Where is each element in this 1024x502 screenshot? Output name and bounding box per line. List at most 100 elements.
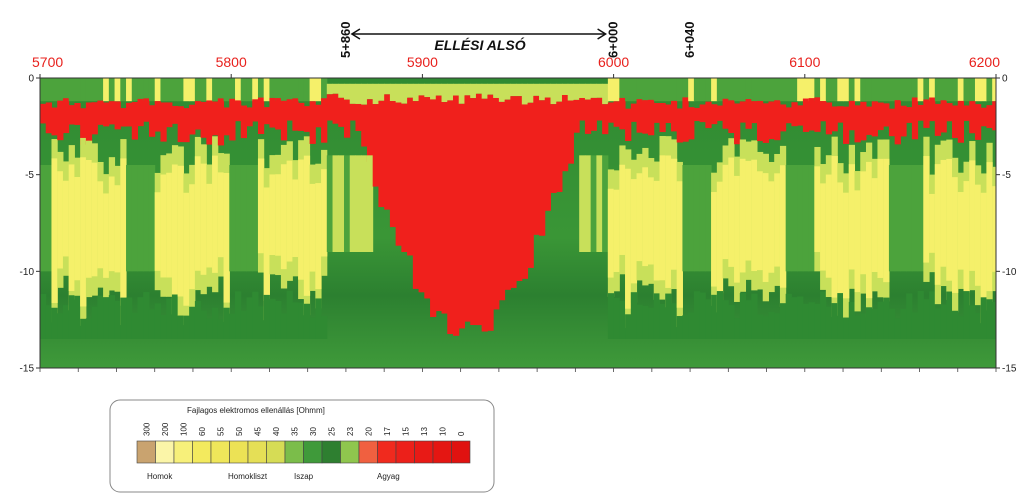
fill-cell xyxy=(401,83,408,104)
fill-cell xyxy=(257,78,265,102)
fill-cell xyxy=(843,192,850,299)
fill-cell xyxy=(487,94,494,331)
fill-cell xyxy=(235,165,242,272)
fill-cell xyxy=(200,310,207,339)
fill-cell xyxy=(160,314,167,339)
fill-cell xyxy=(768,181,775,273)
fill-cell xyxy=(670,303,678,339)
fill-cell xyxy=(309,101,316,144)
fill-cell xyxy=(854,105,861,143)
fill-cell xyxy=(286,99,293,121)
fill-cell xyxy=(286,290,293,339)
fill-cell xyxy=(659,78,666,102)
fill-cell xyxy=(957,78,964,102)
legend-swatch-17 xyxy=(451,440,471,464)
fill-cell xyxy=(888,165,896,272)
fill-cell xyxy=(751,78,758,102)
fill-cell xyxy=(865,161,873,299)
legend-values: 300 200 100 60 55 50 45 40 35 30 25 23 20 17 15 13 10 0 xyxy=(142,422,466,436)
fill-cell xyxy=(51,107,58,136)
legend-swatch-7 xyxy=(266,440,286,464)
fill-cell xyxy=(441,102,448,314)
legend-swatch-9 xyxy=(303,440,323,464)
plot-area xyxy=(39,77,997,369)
fill-cell xyxy=(344,83,351,100)
fill-cell xyxy=(888,308,896,339)
fill-cell xyxy=(636,304,643,339)
fill-cell xyxy=(751,159,758,272)
fill-cell xyxy=(705,165,712,272)
fill-cell xyxy=(326,94,334,121)
fill-cell xyxy=(871,101,878,137)
y-left-tick-label-1: -5 xyxy=(25,170,34,181)
fill-cell xyxy=(91,102,98,135)
fill-cell xyxy=(808,98,815,131)
fill-cell xyxy=(940,100,947,133)
fill-cell xyxy=(229,98,236,141)
fill-cell xyxy=(590,155,597,252)
legend-category-agyag: Agyag xyxy=(377,472,400,481)
fill-cell xyxy=(148,105,156,137)
fill-cell xyxy=(189,78,196,102)
fill-cell xyxy=(45,305,52,339)
fill-cell xyxy=(470,83,477,99)
fill-cell xyxy=(613,297,620,339)
fill-cell xyxy=(108,176,116,272)
fill-cell xyxy=(980,107,987,127)
legend-value-11: 23 xyxy=(346,427,355,436)
fill-cell xyxy=(630,78,638,102)
plot-frame xyxy=(39,77,997,369)
legend-value-10: 25 xyxy=(327,427,336,436)
fill-cell xyxy=(670,78,678,102)
fill-cell xyxy=(544,97,552,211)
fill-cell xyxy=(665,104,672,124)
fill-cell xyxy=(791,78,798,102)
fill-cell xyxy=(929,291,936,339)
fill-cell xyxy=(693,291,701,339)
fill-cell xyxy=(934,308,942,339)
fill-cell xyxy=(739,101,747,123)
fill-cell xyxy=(751,293,758,339)
fill-cell xyxy=(200,163,207,275)
legend-swatch-12 xyxy=(358,440,378,464)
fill-cell xyxy=(779,303,787,339)
fill-cell xyxy=(166,172,173,278)
fill-cell xyxy=(992,186,996,272)
fill-cell xyxy=(757,100,764,142)
fill-cell xyxy=(263,107,270,125)
fill-cell xyxy=(137,165,144,272)
fill-cell xyxy=(894,165,901,272)
station-label-0: 5+860 xyxy=(338,21,353,58)
fill-cell xyxy=(917,78,924,102)
legend-swatch-16 xyxy=(432,440,452,464)
fill-cell xyxy=(45,102,52,134)
fill-cell xyxy=(280,78,288,102)
fill-cell xyxy=(900,78,907,102)
fill-cell xyxy=(745,160,752,261)
fill-cell xyxy=(246,78,253,102)
fill-cell xyxy=(906,165,913,272)
fill-cell xyxy=(699,78,706,102)
fill-cell xyxy=(808,78,815,102)
fill-cell xyxy=(894,100,901,145)
fill-cell xyxy=(728,100,735,134)
fill-cell xyxy=(642,305,649,339)
fill-cell xyxy=(194,101,202,130)
fill-cell xyxy=(435,83,443,96)
fill-cell xyxy=(820,183,827,271)
fill-cell xyxy=(676,108,683,143)
fill-cell xyxy=(504,99,511,290)
fill-cell xyxy=(986,162,993,292)
fill-cell xyxy=(590,97,597,131)
fill-cell xyxy=(539,100,546,236)
fill-cell xyxy=(475,83,483,94)
legend-title: Fajlagos elektromos ellenállás [Ohmm] xyxy=(187,406,325,415)
fill-cell xyxy=(292,98,299,131)
legend-swatch-13 xyxy=(377,440,397,464)
fill-cell xyxy=(711,192,718,287)
fill-cell xyxy=(80,318,87,339)
fill-cell xyxy=(865,307,873,339)
fill-cell xyxy=(888,108,896,137)
fill-cell xyxy=(498,83,506,102)
y-right-tick-label-0: 0 xyxy=(1002,74,1008,85)
